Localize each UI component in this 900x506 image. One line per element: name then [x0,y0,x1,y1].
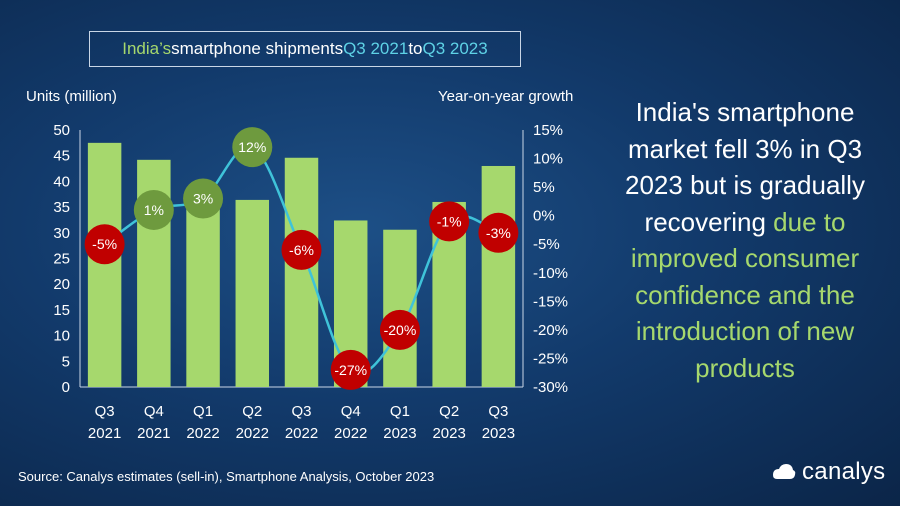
left-tick-label: 35 [53,199,70,216]
x-tick-label-year: 2022 [334,425,367,442]
growth-data-label: -20% [384,322,417,338]
left-tick-label: 30 [53,225,70,242]
bar [481,165,516,387]
canalys-logo-icon [773,464,796,479]
growth-data-label: -6% [289,242,314,258]
title-part-start: Q3 2021 [343,39,409,58]
side-commentary: India's smartphone market fell 3% in Q3 … [606,94,884,386]
title-part-to: to [408,39,423,58]
left-tick-label: 45 [53,148,70,165]
growth-marker [84,224,125,265]
x-tick-label-quarter: Q4 [341,403,361,420]
x-tick-label-year: 2022 [186,425,219,442]
right-tick-label: -15% [533,293,568,310]
growth-data-label: 12% [238,139,266,155]
growth-marker [232,127,273,168]
left-axis-title: Units (million) [26,88,117,105]
bar [186,207,220,387]
bar [235,199,270,387]
right-tick-label: -5% [533,236,560,253]
x-tick-label-year: 2021 [88,425,121,442]
left-tick-label: 5 [62,353,70,370]
x-tick-label-year: 2022 [236,425,269,442]
growth-data-label: -27% [334,362,367,378]
left-tick-label: 10 [53,328,70,345]
title-part-end: Q3 2023 [422,39,488,58]
x-tick-label-quarter: Q1 [390,403,410,420]
source-note: Source: Canalys estimates (sell-in), Sma… [18,469,435,484]
growth-marker [429,201,470,242]
right-tick-label: 10% [533,151,563,168]
x-tick-label-quarter: Q2 [439,403,459,420]
left-tick-label: 20 [53,276,70,293]
growth-marker [478,212,519,253]
growth-data-label: -5% [92,236,117,252]
x-tick-label-year: 2023 [432,425,465,442]
left-tick-label: 25 [53,251,70,268]
growth-data-label: 1% [144,202,164,218]
growth-marker [183,178,224,219]
x-tick-label-year: 2022 [285,425,318,442]
growth-marker [330,349,371,390]
left-tick-label: 0 [62,379,70,396]
x-tick-label-year: 2023 [482,425,515,442]
right-tick-label: 0% [533,208,555,225]
growth-data-label: -1% [437,213,462,229]
x-tick-label-quarter: Q2 [242,403,262,420]
x-tick-label-quarter: Q1 [193,403,213,420]
x-tick-label-quarter: Q3 [291,403,311,420]
left-tick-label: 40 [53,173,70,190]
left-tick-label: 15 [53,302,70,319]
brand-logo: canalys [770,458,885,486]
x-tick-label-quarter: Q3 [488,403,508,420]
x-tick-label-year: 2021 [137,425,170,442]
growth-marker [133,189,174,230]
right-tick-label: 5% [533,179,555,196]
growth-marker [281,229,322,270]
x-tick-label-quarter: Q4 [144,403,164,420]
right-tick-label: -20% [533,322,568,339]
chart-title: India’s smartphone shipments Q3 2021 to … [89,31,521,67]
x-tick-label-quarter: Q3 [95,403,115,420]
growth-data-label: 3% [193,191,213,207]
x-tick-label-year: 2023 [383,425,416,442]
brand-name: canalys [802,458,886,485]
left-tick-label: 50 [53,122,70,139]
right-tick-label: 15% [533,122,563,139]
side-commentary-highlight: due to improved consumer confidence and … [630,206,860,383]
title-part-country: India’s [122,39,172,58]
side-commentary-main: India's smartphone market fell 3% in Q3 … [625,97,865,237]
title-part-subject: smartphone shipments [171,39,344,58]
growth-marker [379,309,420,350]
right-tick-label: -25% [533,350,568,367]
right-tick-label: -30% [533,379,568,396]
right-axis-title: Year-on-year growth [438,88,574,105]
right-tick-label: -10% [533,265,568,282]
bar [87,142,122,387]
growth-data-label: -3% [486,225,511,241]
bar [284,157,319,387]
